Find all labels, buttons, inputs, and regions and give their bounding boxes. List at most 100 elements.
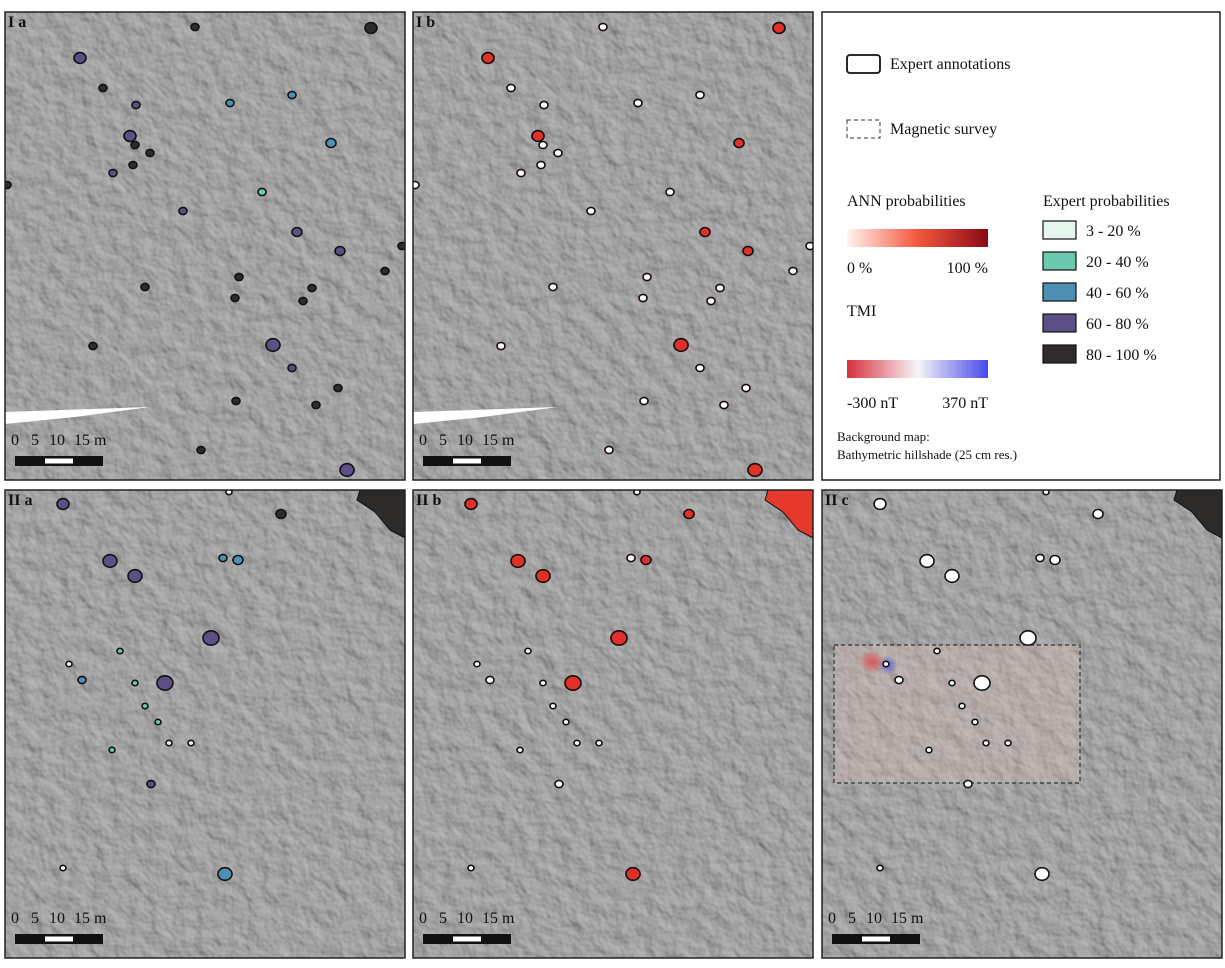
panel-label: II c (825, 492, 849, 509)
expert-annotation (74, 53, 86, 64)
expert-annotation (146, 149, 154, 156)
expert-annotation (226, 99, 234, 106)
expert-annotation (334, 384, 342, 391)
expert-annotation (219, 554, 227, 561)
expert-annotation (218, 868, 232, 881)
expert-annotation (626, 868, 640, 881)
expert-annotation (565, 676, 581, 690)
expert-annotation (131, 141, 139, 148)
map-panel: II a051015 m (5, 489, 405, 958)
scale-label: 0 (828, 910, 836, 927)
expert-annotation (497, 342, 505, 349)
expert-annotation (555, 780, 563, 787)
legend-text: Magnetic survey (890, 121, 997, 138)
expert-class-swatch (1043, 283, 1076, 301)
expert-annotation (964, 780, 972, 787)
legend-text: Bathymetric hillshade (25 cm res.) (837, 447, 1017, 462)
expert-annotation (486, 676, 494, 683)
expert-annotation (742, 384, 750, 391)
hillshade (5, 490, 405, 958)
expert-annotation (949, 680, 955, 685)
expert-annotation (1005, 740, 1011, 745)
expert-annotation (57, 499, 69, 510)
expert-annotation (540, 101, 548, 108)
scale-label: 5 (439, 910, 447, 927)
expert-annotation (233, 556, 243, 565)
expert-annotation (157, 676, 173, 690)
scale-label: 5 (31, 910, 39, 927)
expert-annotation (895, 676, 903, 683)
expert-annotation (563, 719, 569, 724)
expert-annotation (288, 364, 296, 371)
expert-annotation (684, 510, 694, 519)
scale-bar-segment (453, 937, 481, 942)
legend-text: ANN probabilities (847, 193, 966, 210)
expert-annotation (743, 247, 753, 256)
expert-annotation (587, 207, 595, 214)
expert-annotation (381, 267, 389, 274)
legend-text: 60 - 80 % (1086, 316, 1149, 333)
hillshade (413, 12, 813, 480)
expert-annotation (945, 570, 959, 583)
hillshade (413, 490, 813, 958)
expert-class-swatch (1043, 314, 1076, 332)
scale-label: 15 m (482, 910, 515, 927)
survey-tint (834, 645, 1080, 783)
expert-annotation (920, 555, 934, 568)
scale-bar-segment (45, 937, 73, 942)
expert-annotation (465, 499, 477, 510)
expert-annotation (605, 446, 613, 453)
expert-annotation (972, 719, 978, 724)
expert-annotation (326, 139, 336, 148)
expert-annotation (539, 141, 547, 148)
figure: I a051015 mI b051015 mII a051015 mII b05… (0, 0, 1225, 963)
expert-annotation (203, 631, 219, 645)
panel-label: I b (416, 14, 435, 31)
expert-annotation (78, 676, 86, 683)
expert-annotation (983, 740, 989, 745)
expert-annotation (1036, 554, 1044, 561)
expert-annotation (235, 273, 243, 280)
expert-annotation-swatch (847, 55, 880, 73)
expert-annotation (550, 703, 556, 708)
scale-label: 15 m (482, 432, 515, 449)
expert-annotation (109, 169, 117, 176)
legend: Expert annotations Magnetic survey ANN p… (822, 12, 1220, 480)
expert-annotation (507, 84, 515, 91)
expert-annotation (258, 188, 266, 195)
expert-class-swatch (1043, 345, 1076, 363)
panel-label: II a (8, 492, 32, 509)
expert-annotation (482, 53, 494, 64)
scale-label: 0 (419, 910, 427, 927)
map-content (413, 489, 813, 958)
expert-annotation (536, 570, 550, 583)
expert-annotation (179, 207, 187, 214)
expert-annotation (959, 703, 965, 708)
expert-annotation (129, 161, 137, 168)
expert-annotation (720, 401, 728, 408)
expert-annotation (128, 570, 142, 583)
expert-annotation (191, 23, 199, 30)
expert-annotation (60, 865, 66, 870)
expert-annotation (974, 676, 990, 690)
expert-annotation (627, 554, 635, 561)
scale-label: 5 (848, 910, 856, 927)
expert-annotation (537, 161, 545, 168)
scale-label: 10 (49, 910, 65, 927)
expert-annotation (549, 283, 557, 290)
legend-text: 20 - 40 % (1086, 254, 1149, 271)
expert-annotation (934, 648, 940, 653)
scale-label: 10 (49, 432, 65, 449)
expert-annotation (700, 228, 710, 237)
map-content (3, 12, 406, 480)
expert-annotation (641, 556, 651, 565)
expert-annotation (141, 283, 149, 290)
expert-annotation (340, 464, 354, 477)
tmi-colorbar (847, 360, 988, 378)
map-content (822, 489, 1222, 958)
expert-annotation (643, 273, 651, 280)
legend-text: Expert annotations (890, 56, 1010, 73)
map-panel: I a051015 m (3, 12, 406, 480)
expert-annotation (883, 661, 889, 666)
